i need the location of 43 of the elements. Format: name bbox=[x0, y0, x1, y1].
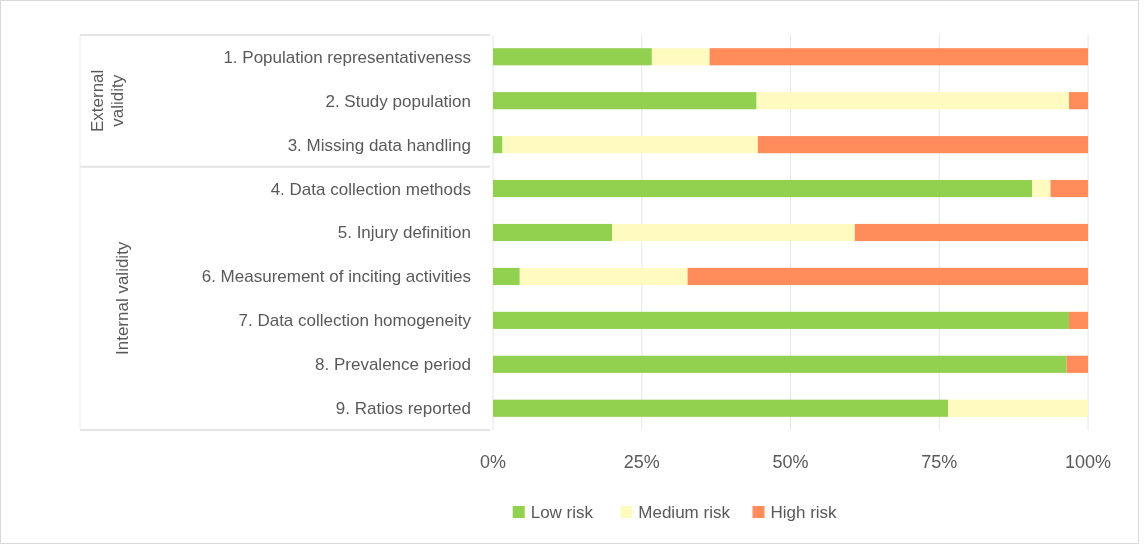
bar bbox=[612, 223, 855, 242]
bar bbox=[519, 267, 688, 286]
text: External validity bbox=[87, 69, 128, 133]
x-tick-label: 25% bbox=[623, 452, 660, 473]
bar bbox=[493, 267, 520, 286]
bar bbox=[493, 48, 652, 66]
bar bbox=[1032, 179, 1051, 198]
bar bbox=[757, 136, 1088, 154]
x-tick-label: 0% bbox=[479, 452, 507, 473]
bar bbox=[493, 223, 612, 242]
bar bbox=[948, 399, 1088, 417]
bar bbox=[493, 355, 1067, 373]
x-tick-label: 100% bbox=[1064, 452, 1112, 473]
text: Internal validity bbox=[112, 241, 132, 356]
bar bbox=[756, 92, 1069, 110]
y-tick-label: 5. Injury definition bbox=[337, 223, 471, 243]
bar bbox=[709, 48, 1088, 66]
bar bbox=[1068, 311, 1088, 329]
bar bbox=[502, 136, 758, 154]
y-tick-label: 6. Measurement of inciting activities bbox=[201, 267, 471, 287]
bar bbox=[854, 223, 1088, 242]
y-tick-label: 4. Data collection methods bbox=[270, 179, 471, 199]
x-tick-label: 75% bbox=[921, 452, 958, 473]
y-tick-label: 1. Population representativeness bbox=[223, 47, 471, 67]
bar bbox=[493, 136, 503, 154]
y-tick-label: 2. Study population bbox=[325, 91, 471, 111]
bar bbox=[1066, 355, 1088, 373]
bar bbox=[493, 399, 949, 417]
y-tick-label: 9. Ratios reported bbox=[335, 399, 471, 419]
bar bbox=[493, 311, 1069, 329]
bar bbox=[1068, 92, 1088, 110]
legend-label: Low risk bbox=[530, 502, 594, 522]
legend-label: Medium risk bbox=[638, 502, 731, 522]
y-tick-label: 3. Missing data handling bbox=[287, 135, 471, 155]
legend-label: High risk bbox=[770, 502, 838, 522]
bar bbox=[1050, 179, 1088, 198]
bar bbox=[651, 48, 710, 66]
bar bbox=[493, 92, 757, 110]
y-tick-label: 8. Prevalence period bbox=[315, 355, 471, 375]
bar bbox=[687, 267, 1088, 286]
x-tick-label: 50% bbox=[772, 452, 809, 473]
y-tick-label: 7. Data collection homogeneity bbox=[238, 311, 472, 331]
bar bbox=[493, 179, 1033, 198]
